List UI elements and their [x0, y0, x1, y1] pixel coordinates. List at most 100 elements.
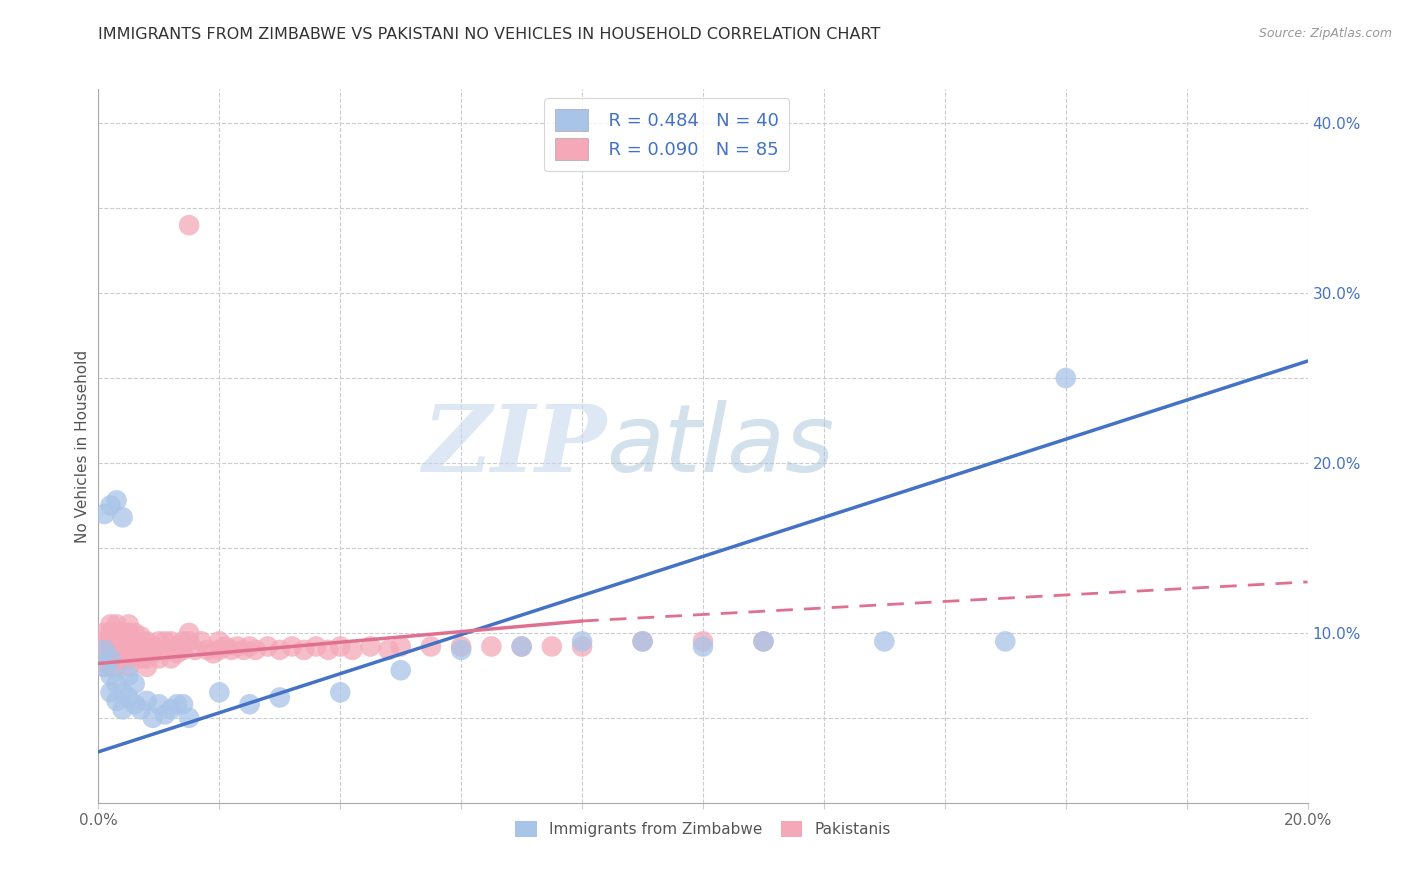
Point	[305, 640, 328, 654]
Text: Source: ZipAtlas.com: Source: ZipAtlas.com	[1258, 27, 1392, 40]
Point	[221, 643, 243, 657]
Point	[93, 643, 115, 657]
Point	[93, 626, 115, 640]
Point	[160, 702, 183, 716]
Point	[148, 643, 170, 657]
Point	[179, 711, 201, 725]
Point	[124, 646, 146, 660]
Point	[510, 640, 533, 654]
Point	[142, 711, 165, 725]
Point	[135, 634, 157, 648]
Point	[111, 702, 134, 716]
Point	[135, 694, 157, 708]
Point	[100, 668, 122, 682]
Point	[93, 660, 115, 674]
Point	[571, 640, 593, 654]
Point	[105, 493, 128, 508]
Point	[166, 698, 188, 712]
Text: IMMIGRANTS FROM ZIMBABWE VS PAKISTANI NO VEHICLES IN HOUSEHOLD CORRELATION CHART: IMMIGRANTS FROM ZIMBABWE VS PAKISTANI NO…	[98, 27, 880, 42]
Point	[692, 640, 714, 654]
Point	[239, 698, 262, 712]
Point	[377, 643, 399, 657]
Point	[124, 626, 146, 640]
Point	[692, 634, 714, 648]
Point	[124, 634, 146, 648]
Point	[148, 651, 170, 665]
Point	[118, 626, 141, 640]
Point	[172, 643, 194, 657]
Point	[100, 643, 122, 657]
Point	[172, 698, 194, 712]
Point	[118, 690, 141, 705]
Point	[752, 634, 775, 648]
Point	[129, 640, 152, 654]
Point	[93, 643, 115, 657]
Point	[281, 640, 304, 654]
Point	[124, 677, 146, 691]
Point	[269, 690, 291, 705]
Point	[153, 707, 176, 722]
Point	[232, 643, 254, 657]
Point	[118, 651, 141, 665]
Point	[208, 634, 231, 648]
Point	[239, 640, 262, 654]
Point	[93, 507, 115, 521]
Point	[214, 640, 236, 654]
Point	[129, 629, 152, 643]
Point	[226, 640, 249, 654]
Point	[105, 651, 128, 665]
Point	[93, 634, 115, 648]
Point	[540, 640, 562, 654]
Point	[450, 640, 472, 654]
Point	[105, 634, 128, 648]
Point	[510, 640, 533, 654]
Point	[420, 640, 443, 654]
Point	[100, 651, 122, 665]
Point	[105, 677, 128, 691]
Point	[179, 626, 201, 640]
Point	[111, 643, 134, 657]
Point	[160, 651, 183, 665]
Point	[873, 634, 896, 648]
Point	[93, 651, 115, 665]
Point	[202, 646, 225, 660]
Point	[245, 643, 267, 657]
Point	[105, 617, 128, 632]
Point	[100, 660, 122, 674]
Point	[105, 660, 128, 674]
Point	[160, 634, 183, 648]
Point	[256, 640, 278, 654]
Point	[100, 685, 122, 699]
Point	[184, 643, 207, 657]
Point	[118, 634, 141, 648]
Point	[118, 660, 141, 674]
Legend: Immigrants from Zimbabwe, Pakistanis: Immigrants from Zimbabwe, Pakistanis	[508, 814, 898, 845]
Point	[994, 634, 1017, 648]
Point	[100, 617, 122, 632]
Point	[481, 640, 503, 654]
Point	[329, 640, 352, 654]
Point	[111, 626, 134, 640]
Point	[111, 685, 134, 699]
Point	[329, 685, 352, 699]
Point	[100, 626, 122, 640]
Point	[195, 643, 218, 657]
Point	[153, 634, 176, 648]
Point	[450, 643, 472, 657]
Point	[571, 634, 593, 648]
Point	[148, 634, 170, 648]
Text: ZIP: ZIP	[422, 401, 606, 491]
Point	[292, 643, 315, 657]
Point	[208, 643, 231, 657]
Point	[118, 643, 141, 657]
Point	[142, 646, 165, 660]
Point	[105, 643, 128, 657]
Point	[342, 643, 364, 657]
Point	[129, 651, 152, 665]
Point	[129, 702, 152, 716]
Point	[135, 660, 157, 674]
Point	[179, 218, 201, 232]
Point	[118, 617, 141, 632]
Point	[179, 634, 201, 648]
Point	[190, 634, 212, 648]
